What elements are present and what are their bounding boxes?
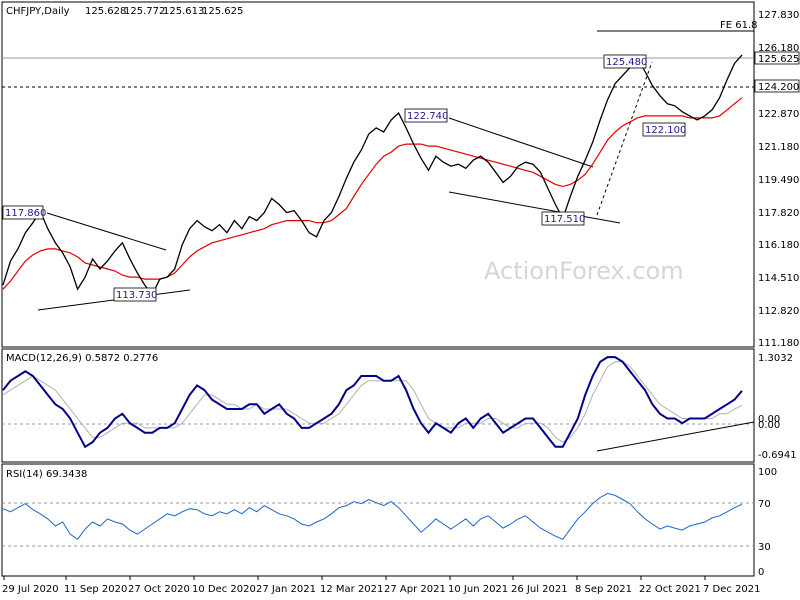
macd-panel-frame: [1, 348, 755, 463]
y-tick-label: 116.180: [758, 240, 799, 251]
price-line: [2, 54, 743, 296]
chart-title: CHFJPY,Daily: [6, 6, 70, 17]
y-tick-label: 1.3032: [758, 353, 793, 364]
x-tick-label: 10 Jun 2021: [448, 584, 508, 595]
rsi-title: RSI(14) 69.3438: [6, 469, 87, 480]
price-series-group: [2, 54, 743, 296]
y-tick-label: -0.6941: [758, 450, 797, 461]
y-tick-label: 119.490: [758, 175, 799, 186]
label-box-high-1: [2, 205, 44, 220]
y-tick-label: 30: [758, 542, 771, 553]
ohlc-open: 125.628: [85, 6, 126, 17]
macd-series-group: [2, 356, 743, 449]
fe-label: FE 61.8: [720, 20, 758, 31]
triangle-upper-line: [46, 212, 167, 251]
price-labels: 117.860 113.730 122.740 117.510 125.480 …: [2, 54, 686, 302]
x-tick-label: 10 Dec 2020: [192, 584, 256, 595]
label-high-2: 122.740: [407, 111, 448, 122]
ohlc-low: 125.613: [163, 6, 204, 17]
label-low-1: 113.730: [116, 290, 157, 301]
label-box-high-2: [404, 108, 448, 123]
ohlc-high: 125.772: [124, 6, 165, 17]
ohlc-header: 125.628 125.772 125.613 125.625: [85, 6, 243, 17]
ohlc-close: 125.625: [202, 6, 243, 17]
y-tick-label: 127.830: [758, 10, 799, 21]
breakout-dashed-line: [596, 61, 653, 216]
rsi-series-group: [2, 492, 743, 540]
x-axis: 29 Jul 2020 11 Sep 2020 27 Oct 2020 10 Dec …: [2, 576, 761, 595]
support-price-tag: [754, 79, 800, 93]
y-tick-label: 121.180: [758, 142, 799, 153]
macd-y-axis: 1.3032 0.00 0.00 -0.6941: [758, 353, 797, 461]
y-tick-label: 112.820: [758, 306, 799, 317]
x-tick-label: 27 Jan 2021: [256, 584, 316, 595]
macd-trendline: [596, 421, 755, 452]
macd-signal-line: [2, 361, 743, 443]
rsi-panel-frame: [1, 463, 755, 577]
x-tick-label: 29 Jul 2020: [2, 584, 59, 595]
x-tick-label: 27 Apr 2021: [384, 584, 446, 595]
x-tick-label: 27 Oct 2020: [128, 584, 190, 595]
y-tick-label: 111.180: [758, 338, 799, 349]
y-tick-label: 100: [758, 467, 777, 478]
label-box-low-2: [541, 211, 585, 226]
x-tick-label: 8 Sep 2021: [575, 584, 632, 595]
y-tick-label: 0: [758, 567, 764, 578]
x-tick-label: 12 Mar 2021: [320, 584, 383, 595]
macd-line: [2, 356, 743, 449]
channel-lower-line: [448, 191, 621, 224]
x-tick-label: 22 Oct 2021: [639, 584, 701, 595]
x-tick-label: 7 Dec 2021: [703, 584, 761, 595]
label-low-2: 117.510: [544, 214, 585, 225]
label-low-3: 122.100: [645, 125, 686, 136]
current-price-tag-text: 125.625: [758, 54, 799, 65]
label-box-low-3: [642, 122, 686, 137]
price-panel-frame: [1, 1, 755, 348]
watermark: ActionForex.com: [484, 257, 684, 285]
label-high-3: 125.480: [606, 57, 647, 68]
x-tick-label: 11 Sep 2020: [64, 584, 127, 595]
macd-title: MACD(12,26,9) 0.5872 0.2776: [6, 353, 158, 364]
y-tick-label: 0.00: [758, 414, 780, 425]
label-box-high-3: [603, 54, 647, 69]
moving-average-line: [2, 97, 743, 290]
y-tick-label: 122.870: [758, 109, 799, 120]
y-tick-label: 114.510: [758, 273, 799, 284]
label-box-low-1: [113, 287, 157, 302]
x-tick-label: 26 Jul 2021: [511, 584, 568, 595]
current-price-tag: [754, 51, 800, 65]
y-tick-label: 0.00: [758, 420, 780, 431]
y-tick-label: 117.820: [758, 208, 799, 219]
rsi-line: [2, 492, 743, 540]
channel-upper-line: [448, 117, 594, 168]
y-tick-label: 126.180: [758, 43, 799, 54]
price-y-axis: 127.830 126.180 122.870 121.180 119.490 …: [754, 10, 800, 349]
support-price-tag-text: 124.200: [758, 82, 799, 93]
rsi-y-axis: 100 70 30 0: [758, 467, 777, 578]
y-tick-label: 70: [758, 499, 771, 510]
label-high-1: 117.860: [5, 208, 46, 219]
